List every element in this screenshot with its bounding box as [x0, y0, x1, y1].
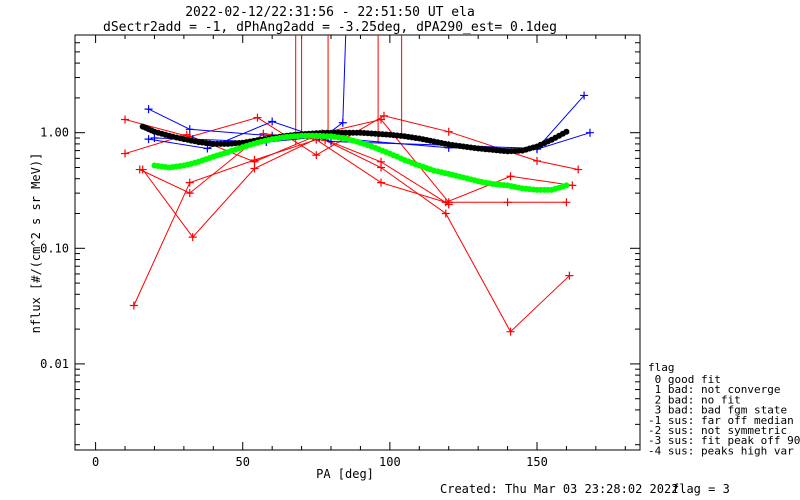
y-tick-label: 0.01: [40, 357, 69, 371]
red-data-point: [377, 178, 386, 187]
footer-flag: flag = 3: [672, 482, 730, 496]
red-data-point: [562, 198, 571, 207]
green-fit-group: [151, 132, 570, 193]
red-data-point: [444, 127, 453, 136]
red-series-line: [133, 139, 573, 306]
legend: flag 0 good fit 1 bad: not converge 2 ba…: [648, 361, 800, 457]
blue-data-point: [144, 105, 153, 114]
x-tick-label: 0: [92, 455, 99, 469]
black-fit-point: [563, 128, 570, 135]
blue-data-point: [580, 91, 589, 100]
x-tick-label: 150: [526, 455, 548, 469]
legend-item: 3 bad: bad fgm state: [648, 404, 787, 417]
legend-item: -2 sus: not symmetric: [648, 424, 787, 437]
red-data-point: [259, 129, 268, 138]
red-data-point: [253, 113, 262, 122]
red-data-point: [533, 156, 542, 165]
blue-data-point: [338, 118, 347, 127]
x-axis-label: PA [deg]: [316, 467, 374, 481]
red-data-point: [188, 233, 197, 242]
red-data-point: [138, 165, 147, 174]
blue-data-point: [585, 128, 594, 137]
red-data-point: [574, 165, 583, 174]
y-tick-label: 1.00: [40, 126, 69, 140]
red-data-point: [506, 172, 515, 181]
chart-subtitle: dSectr2add = -1, dPhAng2add = -3.25deg, …: [103, 20, 557, 35]
red-data-point: [121, 149, 130, 158]
blue-data-point: [203, 144, 212, 153]
axes: 0 50 100 150 0.01 0.10 1.00: [40, 34, 640, 469]
legend-title: flag: [648, 361, 675, 374]
red-data-point: [506, 327, 515, 336]
plot-frame: [74, 34, 641, 451]
y-tick-label: 0.10: [40, 241, 69, 255]
chart-title: 2022-02-12/22:31:56 - 22:51:50 UT ela: [185, 5, 475, 20]
red-data-point: [565, 271, 574, 280]
red-data-point: [503, 198, 512, 207]
legend-item: -1 sus: far off median: [648, 414, 794, 427]
red-data-point: [312, 151, 321, 160]
blue-data-point: [268, 117, 277, 126]
legend-item: -4 sus: peaks high var: [648, 444, 794, 457]
red-data-point: [250, 164, 259, 173]
red-data-point: [444, 200, 453, 209]
green-fit-point: [563, 182, 570, 189]
legend-item: 2 bad: no fit: [648, 393, 741, 406]
footer-created: Created: Thu Mar 03 23:28:02 2022: [440, 482, 678, 496]
red-data-point: [121, 115, 130, 124]
red-data-point: [441, 209, 450, 218]
red-data-point: [129, 301, 138, 310]
y-axis-label: nflux [#/(cm^2 s sr MeV)]: [29, 153, 43, 334]
red-data-point: [185, 178, 194, 187]
x-tick-label: 100: [379, 455, 401, 469]
legend-item: -3 sus: fit peak off 90: [648, 434, 800, 447]
legend-item: 0 good fit: [648, 373, 721, 386]
x-tick-label: 50: [236, 455, 250, 469]
blue-data-point: [185, 125, 194, 134]
blue-data-point: [144, 135, 153, 144]
red-data-point: [377, 157, 386, 166]
legend-item: 1 bad: not converge: [648, 383, 780, 396]
blue-data-point: [150, 133, 159, 142]
red-data-point: [250, 156, 259, 165]
red-data-point: [568, 181, 577, 190]
red-series-line: [139, 133, 570, 333]
red-series-line: [142, 136, 449, 238]
red-data-point: [185, 189, 194, 198]
